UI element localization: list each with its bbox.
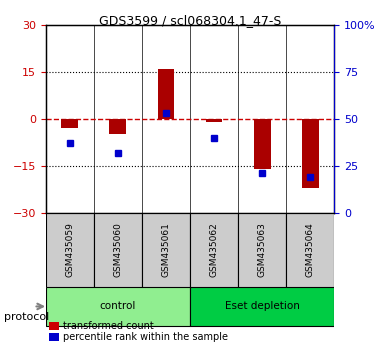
- FancyBboxPatch shape: [46, 286, 190, 326]
- Text: GSM435063: GSM435063: [258, 222, 267, 277]
- Text: GDS3599 / scl068304.1_47-S: GDS3599 / scl068304.1_47-S: [99, 14, 281, 27]
- Bar: [302, 119, 319, 188]
- Text: percentile rank within the sample: percentile rank within the sample: [63, 332, 228, 342]
- FancyBboxPatch shape: [190, 213, 238, 286]
- Bar: [254, 119, 271, 169]
- Text: Eset depletion: Eset depletion: [225, 302, 300, 312]
- FancyBboxPatch shape: [46, 213, 94, 286]
- Bar: [109, 119, 126, 135]
- Text: transformed count: transformed count: [63, 321, 154, 331]
- FancyBboxPatch shape: [190, 286, 334, 326]
- Text: GSM435062: GSM435062: [209, 222, 218, 277]
- Bar: [61, 119, 78, 128]
- Text: GSM435060: GSM435060: [113, 222, 122, 277]
- FancyBboxPatch shape: [94, 213, 142, 286]
- Text: GSM435061: GSM435061: [162, 222, 171, 277]
- Bar: [157, 69, 174, 119]
- Text: GSM435064: GSM435064: [306, 222, 315, 277]
- Bar: [206, 119, 222, 122]
- Text: GSM435059: GSM435059: [65, 222, 74, 277]
- Text: protocol: protocol: [4, 312, 49, 322]
- FancyBboxPatch shape: [286, 213, 334, 286]
- FancyBboxPatch shape: [238, 213, 286, 286]
- Text: control: control: [100, 302, 136, 312]
- FancyBboxPatch shape: [142, 213, 190, 286]
